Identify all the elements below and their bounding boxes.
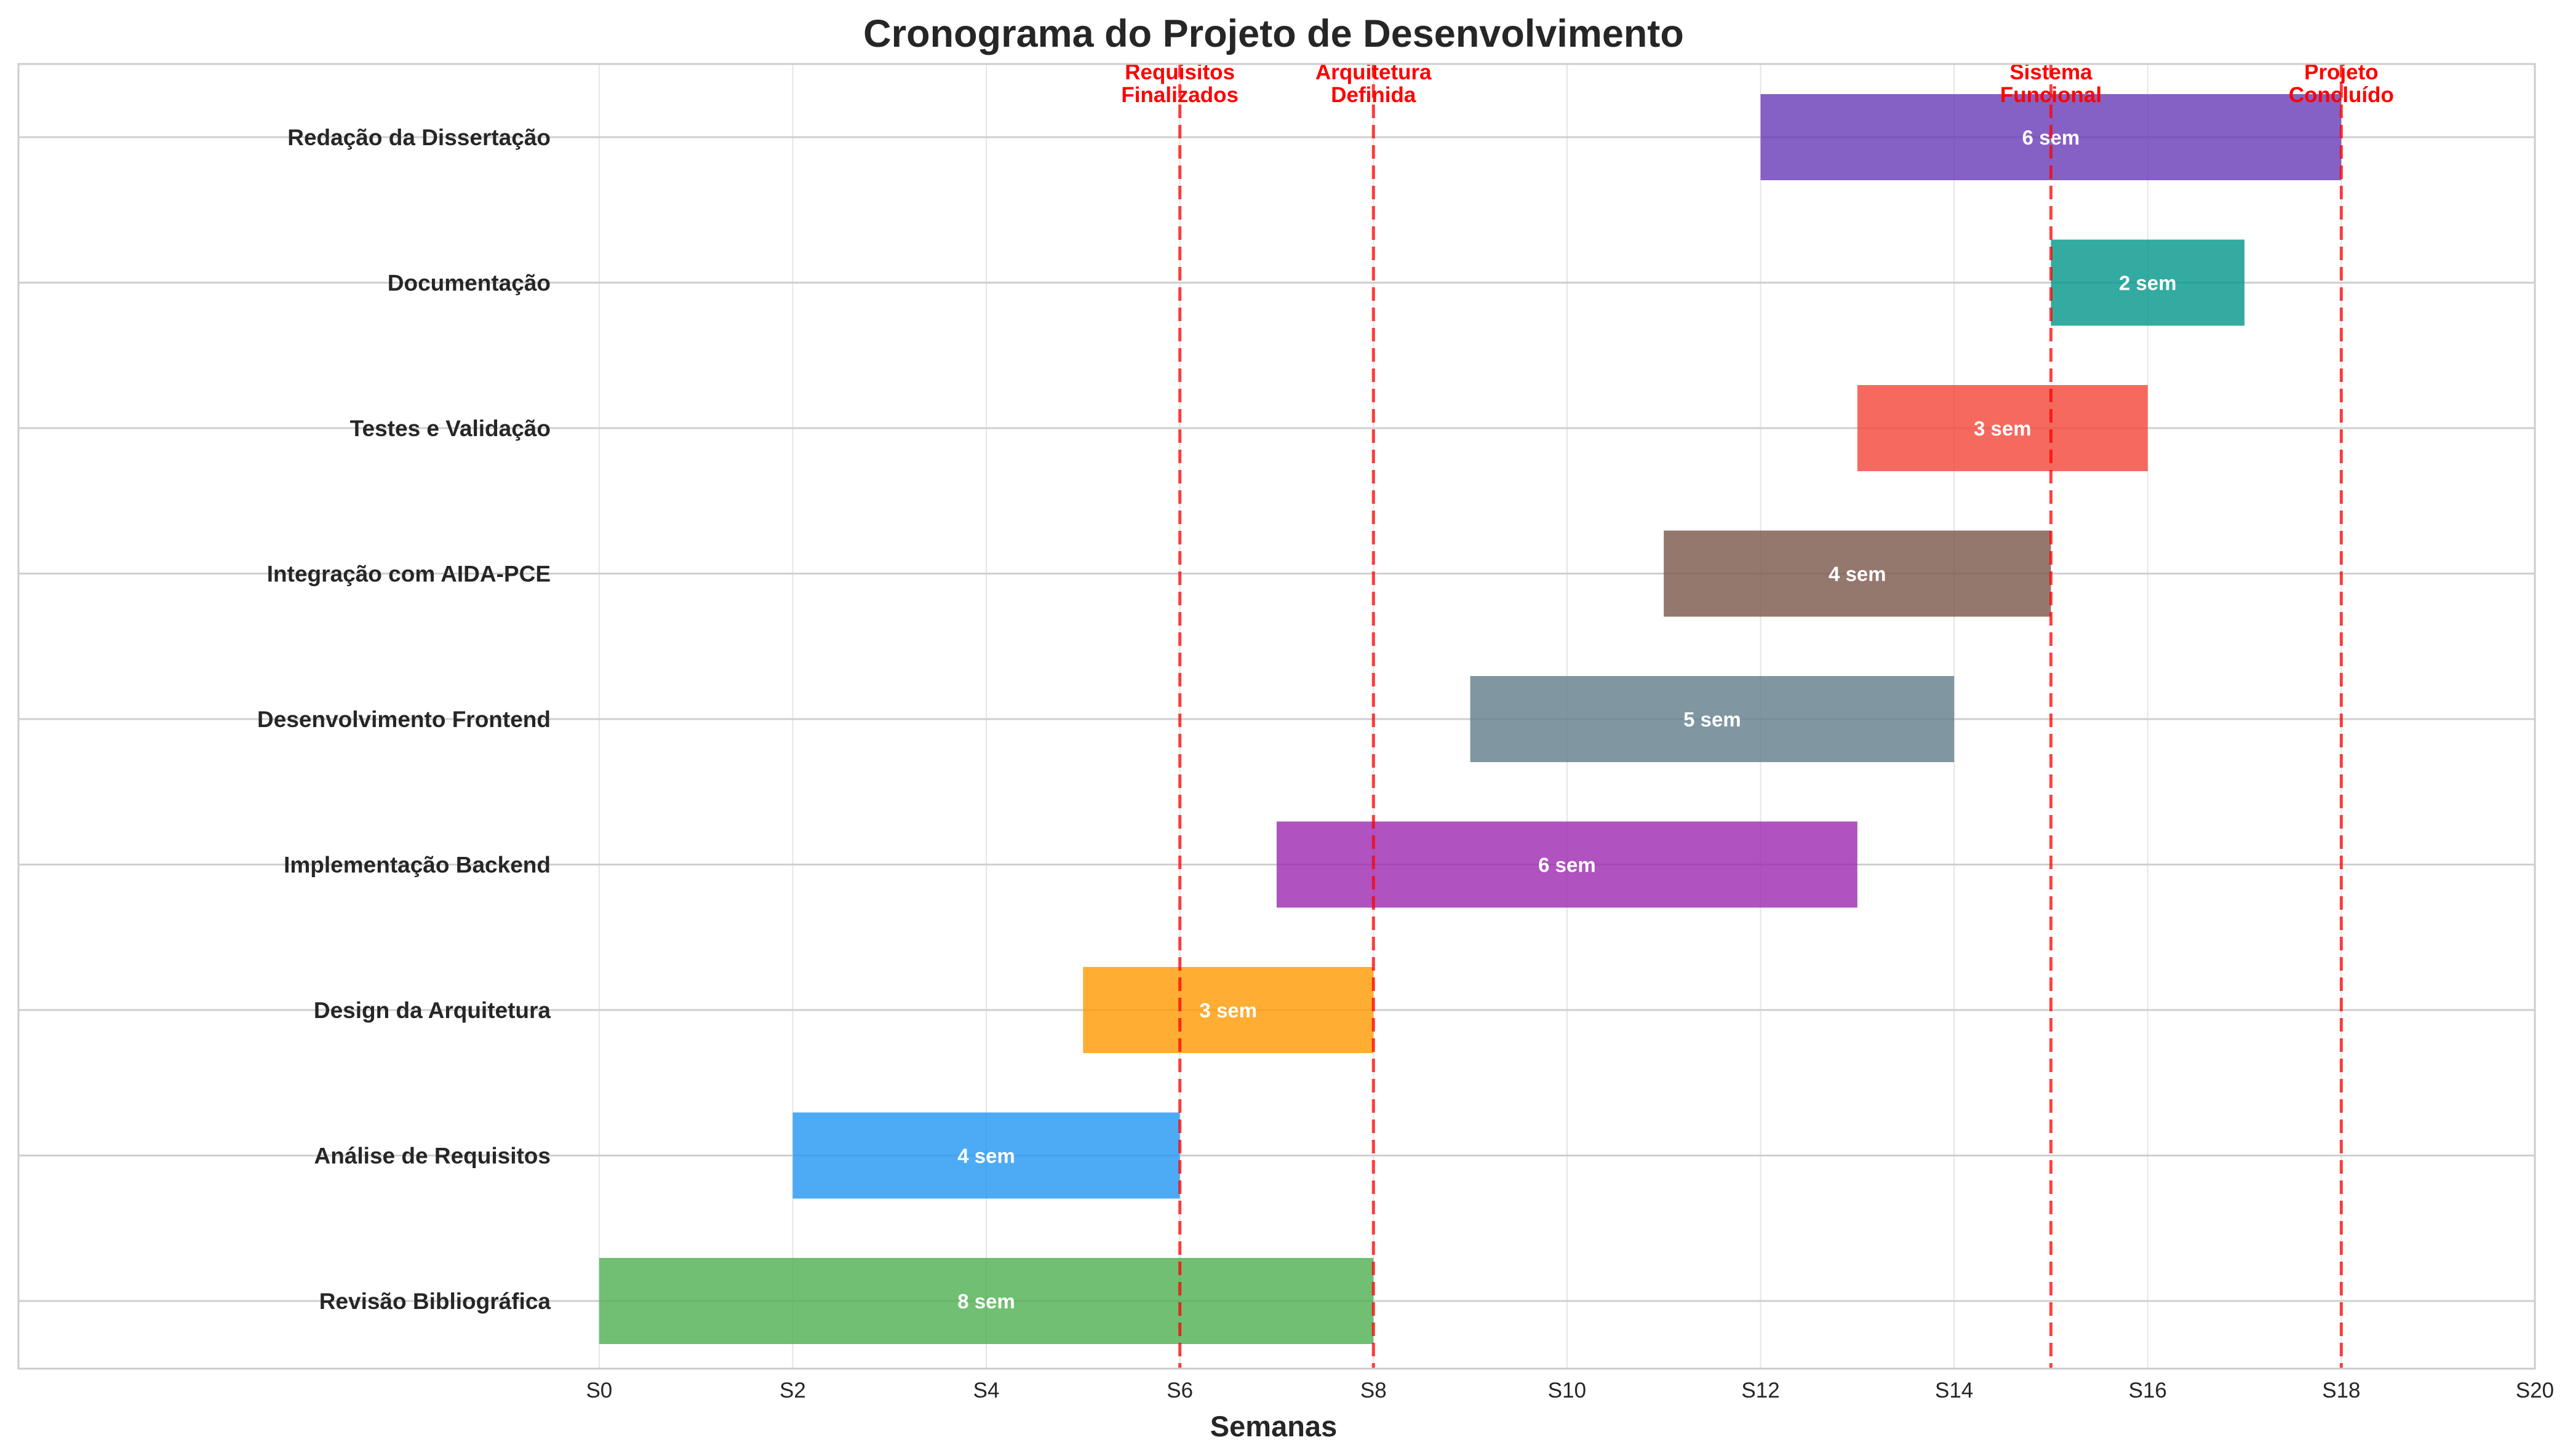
task-duration-label-3: 6 sem — [1538, 854, 1596, 877]
task-duration-label-0: 8 sem — [957, 1290, 1015, 1313]
task-bar-6 — [1857, 385, 2148, 471]
task-label-4: Desenvolvimento Frontend — [257, 707, 551, 732]
milestone-label-0-line-1: Finalizados — [1121, 83, 1239, 107]
task-labels: Revisão Bibliográfica Análise de Requisit… — [257, 125, 551, 1314]
x-tick-label-5: S10 — [1548, 1378, 1586, 1402]
x-axis-ticks: S0 S2 S4 S6 S8 S10 S12 S14 S16 S18 S20 — [586, 1378, 2554, 1402]
x-tick-label-8: S16 — [2129, 1378, 2167, 1402]
task-duration-label-7: 2 sem — [2119, 272, 2177, 295]
x-tick-label-0: S0 — [586, 1378, 612, 1402]
task-duration-label-4: 5 sem — [1683, 708, 1741, 731]
task-label-1: Análise de Requisitos — [314, 1144, 551, 1169]
x-tick-label-3: S6 — [1167, 1378, 1193, 1402]
task-label-7: Documentação — [388, 271, 551, 296]
task-bar-4 — [1470, 676, 1955, 762]
x-tick-label-9: S18 — [2322, 1378, 2360, 1402]
task-label-5: Integração com AIDA-PCE — [267, 562, 551, 587]
x-tick-label-1: S2 — [780, 1378, 806, 1402]
chart-title: Cronograma do Projeto de Desenvolvimento — [863, 12, 1684, 55]
task-label-2: Design da Arquitetura — [314, 998, 551, 1023]
plot-frame — [17, 63, 2536, 1370]
task-bar-1 — [792, 1112, 1180, 1199]
task-bar-2 — [1083, 967, 1374, 1053]
task-bar-5 — [1664, 530, 2051, 617]
x-tick-label-4: S8 — [1360, 1378, 1387, 1402]
task-duration-label-5: 4 sem — [1829, 563, 1886, 586]
milestones-layer: RequisitosFinalizadosArquiteturaDefinida… — [1121, 60, 2394, 1369]
task-bar-0 — [599, 1258, 1374, 1344]
task-duration-label-1: 4 sem — [957, 1145, 1015, 1168]
task-bar-7 — [2051, 239, 2245, 326]
task-label-8: Redação da Dissertação — [287, 125, 551, 150]
milestone-label-2-line-1: Funcional — [2000, 83, 2102, 107]
x-tick-label-6: S12 — [1741, 1378, 1779, 1402]
x-tick-label-2: S4 — [973, 1378, 1000, 1402]
task-label-3: Implementação Backend — [284, 853, 551, 878]
x-axis-title: Semanas — [1210, 1410, 1337, 1442]
task-duration-label-6: 3 sem — [1974, 417, 2032, 440]
task-label-0: Revisão Bibliográfica — [319, 1289, 551, 1314]
milestone-label-3-line-1: Concluído — [2289, 83, 2394, 107]
x-tick-label-10: S20 — [2516, 1378, 2554, 1402]
x-tick-label-7: S14 — [1935, 1378, 1973, 1402]
milestone-label-1-line-1: Definida — [1331, 83, 1416, 107]
task-duration-label-2: 3 sem — [1200, 999, 1258, 1022]
task-label-6: Testes e Validação — [350, 416, 551, 441]
